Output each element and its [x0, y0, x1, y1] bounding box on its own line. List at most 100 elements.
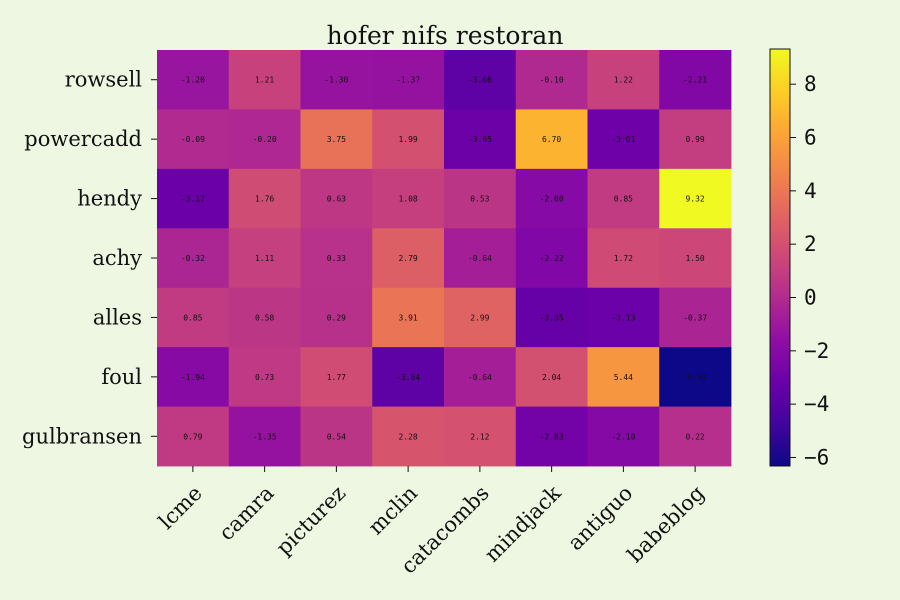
heatmap-cell	[228, 50, 301, 110]
heatmap-cell	[372, 109, 445, 170]
cell-value-label: 0.79	[183, 432, 202, 441]
colorbar: 8 6 4 2 0 −2 −4 −6	[769, 48, 829, 469]
cell-value-label: 0.63	[327, 195, 346, 204]
cell-value-label: 1.21	[255, 76, 274, 85]
heatmap-cell	[587, 287, 660, 348]
colorbar-gradient	[769, 48, 791, 467]
heatmap-cell	[515, 228, 588, 289]
column-label: mindjack	[480, 481, 566, 567]
heatmap-cell	[659, 287, 732, 348]
heatmap-cell	[515, 109, 588, 170]
cell-value-label: 2.79	[398, 254, 417, 263]
cell-value-label: -1.94	[181, 373, 205, 382]
cell-value-label: 0.22	[685, 432, 704, 441]
cell-value-label: -2.21	[683, 76, 707, 85]
cell-value-label: 1.08	[398, 195, 417, 204]
cell-value-label: -6.32	[683, 373, 707, 382]
colorbar-tick-label: 6	[804, 126, 817, 150]
cell-value-label: 1.99	[398, 135, 417, 144]
column-label: lcme	[154, 481, 207, 534]
row-label: powercadd	[24, 127, 142, 151]
cell-value-label: 6.70	[542, 135, 561, 144]
heatmap-cell	[444, 168, 517, 229]
heatmap-cell	[157, 168, 230, 229]
cell-value-label: 0.99	[685, 135, 704, 144]
cell-value-label: 1.77	[327, 373, 346, 382]
heatmap-cell	[515, 50, 588, 110]
heatmap-cell	[515, 287, 588, 348]
heatmap-cell	[659, 109, 732, 170]
heatmap-cell	[157, 109, 230, 170]
cell-value-label: 2.04	[542, 373, 561, 382]
heatmap-cell	[372, 406, 445, 467]
cell-value-label: -0.64	[468, 254, 492, 263]
heatmap-cell	[228, 406, 301, 467]
cell-value-label: -3.64	[396, 373, 420, 382]
heatmap-cell	[157, 287, 230, 348]
cell-value-label: -3.66	[468, 76, 492, 85]
heatmap-cell	[157, 228, 230, 289]
cell-value-label: -2.00	[540, 195, 564, 204]
heatmap-cell	[515, 168, 588, 229]
column-label: mclin	[364, 481, 422, 539]
column-label: picturez	[272, 481, 351, 560]
heatmap-cell	[444, 228, 517, 289]
heatmap-cell	[587, 109, 660, 170]
colorbar-tick-label: −2	[804, 339, 829, 363]
row-label: gulbransen	[22, 424, 142, 448]
heatmap-cell	[300, 109, 373, 170]
cell-value-label: -0.09	[181, 135, 205, 144]
heatmap-cells: -1.20 1.21 -1.30 -1.37 -3.66 -0.10 1.22 -2.21 -0…	[157, 50, 732, 467]
heatmap-cell	[228, 287, 301, 348]
cell-value-label: 1.72	[614, 254, 633, 263]
heatmap-cell	[587, 228, 660, 289]
cell-value-label: -0.32	[181, 254, 205, 263]
cell-value-label: 0.58	[255, 313, 274, 322]
heatmap-cell	[157, 347, 230, 407]
column-label: babeblog	[623, 481, 709, 567]
heatmap-cell	[444, 109, 517, 170]
cell-value-label: 5.44	[614, 373, 633, 382]
column-label: camra	[214, 481, 278, 545]
heatmap-cell	[300, 50, 373, 110]
cell-value-label: -0.10	[540, 76, 564, 85]
cell-value-label: -3.13	[611, 313, 635, 322]
heatmap-cell	[587, 406, 660, 467]
heatmap-cell	[228, 347, 301, 407]
colorbar-tick-label: −6	[804, 445, 829, 469]
heatmap-cell	[515, 347, 588, 407]
heatmap-cell	[444, 287, 517, 348]
colorbar-tick-label: 8	[804, 72, 817, 96]
cell-value-label: -2.83	[540, 432, 564, 441]
row-label: achy	[92, 246, 142, 270]
colorbar-tick-label: 2	[804, 232, 817, 256]
heatmap-cell	[587, 347, 660, 407]
cell-value-label: 0.53	[470, 195, 489, 204]
cell-value-label: -1.20	[181, 76, 205, 85]
cell-value-label: 3.91	[398, 313, 417, 322]
cell-value-label: 2.99	[470, 313, 489, 322]
cell-value-label: -0.20	[253, 135, 277, 144]
heatmap-cell	[587, 168, 660, 229]
heatmap-cell	[372, 287, 445, 348]
cell-value-label: 3.75	[327, 135, 346, 144]
heatmap-cell	[372, 228, 445, 289]
chart-title: hofer nifs restoran	[327, 21, 564, 50]
heatmap-cell	[444, 406, 517, 467]
cell-value-label: -2.22	[540, 254, 564, 263]
cell-value-label: 0.54	[327, 432, 346, 441]
heatmap-cell	[300, 228, 373, 289]
column-label: antiguo	[563, 481, 637, 555]
heatmap-cell	[228, 109, 301, 170]
heatmap-cell	[444, 347, 517, 407]
cell-value-label: 0.73	[255, 373, 274, 382]
cell-value-label: 0.85	[183, 313, 202, 322]
cell-value-label: -0.37	[683, 313, 707, 322]
heatmap-cell	[157, 50, 230, 110]
cell-value-label: 1.50	[685, 254, 704, 263]
cell-value-label: -3.17	[181, 195, 205, 204]
cell-value-label: 0.85	[614, 195, 633, 204]
cell-value-label: -1.37	[396, 76, 420, 85]
heatmap-cell	[659, 228, 732, 289]
